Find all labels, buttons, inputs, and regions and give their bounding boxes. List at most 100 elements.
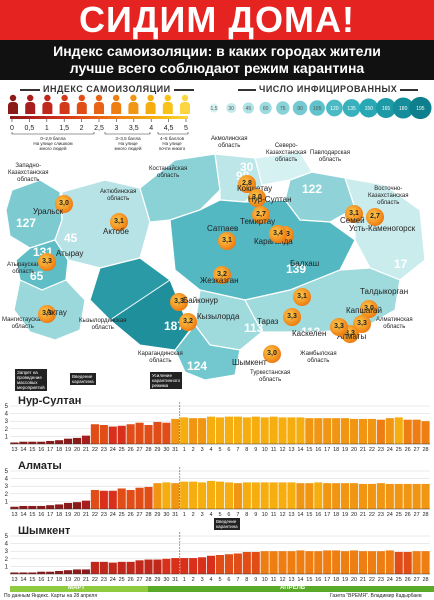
x-tick-label: 8 bbox=[245, 447, 248, 453]
chart-bar bbox=[108, 426, 117, 444]
chart-bar bbox=[135, 487, 144, 509]
chart-bar bbox=[260, 482, 269, 509]
chart-bar bbox=[189, 481, 198, 509]
chart-bar bbox=[37, 441, 46, 444]
legends-graphic: 0 0,5 1 1,5 2 2,5 3 3,5 4 4,5 5 0–2,9 балла На улице… bbox=[8, 94, 432, 151]
infected-scale-circle bbox=[242, 102, 254, 114]
chart-bar bbox=[251, 482, 260, 509]
x-tick-label: 21 bbox=[83, 512, 89, 518]
chart-bar bbox=[10, 572, 19, 574]
chart-bar bbox=[242, 482, 251, 509]
chart-bar bbox=[171, 483, 180, 509]
chart-bar bbox=[394, 551, 403, 574]
x-tick-label: 17 bbox=[324, 577, 330, 583]
month-march: МАРТ bbox=[68, 585, 85, 591]
x-tick-label: 19 bbox=[342, 447, 348, 453]
chart-bar bbox=[341, 483, 350, 509]
x-tick-label: 22 bbox=[92, 447, 98, 453]
x-tick-label: 1 bbox=[183, 512, 186, 518]
chart-bar bbox=[314, 482, 323, 509]
x-tick-label: 16 bbox=[315, 577, 321, 583]
chart-bar bbox=[287, 482, 296, 509]
index-note: 0–2,9 балла На улице слишком много людей bbox=[33, 136, 72, 151]
x-tick-label: 19 bbox=[65, 512, 71, 518]
x-tick-label: 21 bbox=[360, 447, 366, 453]
subtitle-line-1: Индекс самоизоляции: в каких городах жит… bbox=[53, 43, 381, 59]
infected-scale-circle bbox=[359, 98, 379, 118]
x-tick-label: 8 bbox=[245, 577, 248, 583]
chart-bar bbox=[233, 483, 242, 509]
infected-scale-circle bbox=[392, 97, 414, 119]
chart-bar bbox=[278, 417, 287, 444]
x-tick-label: 21 bbox=[360, 577, 366, 583]
chart-bar bbox=[421, 483, 430, 509]
chart-bar bbox=[206, 555, 216, 574]
x-tick-label: 25 bbox=[396, 512, 402, 518]
x-tick-label: 9 bbox=[254, 447, 257, 453]
chart-bar bbox=[367, 418, 376, 444]
x-tick-label: 3 bbox=[201, 447, 204, 453]
chart-bar bbox=[358, 483, 368, 509]
annotation-strict: Усиление карантинного режима bbox=[150, 372, 183, 389]
y-tick-label: 4 bbox=[5, 542, 9, 548]
x-tick-label: 28 bbox=[145, 447, 151, 453]
y-tick-label: 2 bbox=[5, 427, 9, 433]
x-tick-label: 19 bbox=[65, 577, 71, 583]
chart-bar bbox=[269, 551, 278, 574]
chart-bar bbox=[28, 441, 37, 444]
chart-bar bbox=[260, 417, 269, 444]
x-tick-label: 26 bbox=[128, 577, 134, 583]
infected-tick-label: 105 bbox=[313, 106, 322, 112]
x-tick-label: 13 bbox=[11, 447, 17, 453]
chart-bar bbox=[189, 418, 198, 444]
chart-bar bbox=[171, 418, 180, 444]
chart-bar bbox=[376, 551, 385, 574]
chart-bar bbox=[135, 560, 144, 574]
legend-rule bbox=[173, 88, 194, 91]
person-icon bbox=[59, 94, 70, 114]
chart-bar bbox=[37, 571, 46, 574]
chart-bar bbox=[323, 550, 332, 574]
chart-bar bbox=[90, 561, 99, 574]
chart-bar bbox=[99, 561, 108, 574]
person-icon bbox=[180, 94, 190, 114]
x-tick-label: 21 bbox=[83, 447, 89, 453]
person-icon bbox=[8, 94, 18, 114]
chart-bar bbox=[46, 571, 55, 574]
footer-source: По данным Яндекс. Карты на 28 апреля bbox=[4, 593, 98, 599]
x-tick-label: 19 bbox=[65, 447, 71, 453]
x-tick-label: 12 bbox=[279, 447, 285, 453]
person-icon bbox=[128, 94, 139, 114]
x-tick-label: 1 bbox=[183, 447, 186, 453]
chart-bar bbox=[72, 437, 82, 444]
person-icon bbox=[94, 94, 104, 114]
chart-bar bbox=[376, 483, 385, 509]
x-tick-label: 18 bbox=[56, 512, 62, 518]
x-tick-label: 4 bbox=[210, 512, 213, 518]
chart-bar bbox=[153, 559, 162, 574]
chart-bar bbox=[385, 418, 394, 444]
chart-bar bbox=[269, 416, 278, 444]
infected-tick-label: 135 bbox=[347, 106, 356, 112]
chart-bar bbox=[224, 416, 234, 444]
y-tick-label: 3 bbox=[5, 419, 9, 425]
legend-rule bbox=[400, 88, 419, 91]
infected-scale-circle bbox=[326, 99, 343, 117]
chart-bar bbox=[144, 425, 153, 444]
chart-bar bbox=[55, 570, 64, 574]
chart-bar bbox=[394, 483, 403, 509]
page-subtitle: Индекс самоизоляции: в каких городах жит… bbox=[0, 40, 434, 80]
x-tick-label: 15 bbox=[29, 512, 35, 518]
annotation-quarantine: Введение карантина bbox=[70, 373, 96, 385]
index-scale-bar bbox=[10, 116, 188, 119]
infected-scale-circle bbox=[259, 101, 272, 115]
x-tick-label: 22 bbox=[369, 447, 375, 453]
chart-bar bbox=[394, 417, 403, 444]
chart-bar bbox=[278, 551, 287, 574]
x-tick-label: 10 bbox=[262, 512, 268, 518]
chart-bar bbox=[117, 561, 126, 574]
chart-bar bbox=[81, 435, 91, 444]
chart-bar bbox=[251, 551, 260, 574]
x-tick-label: 27 bbox=[414, 577, 420, 583]
x-tick-label: 13 bbox=[288, 447, 294, 453]
